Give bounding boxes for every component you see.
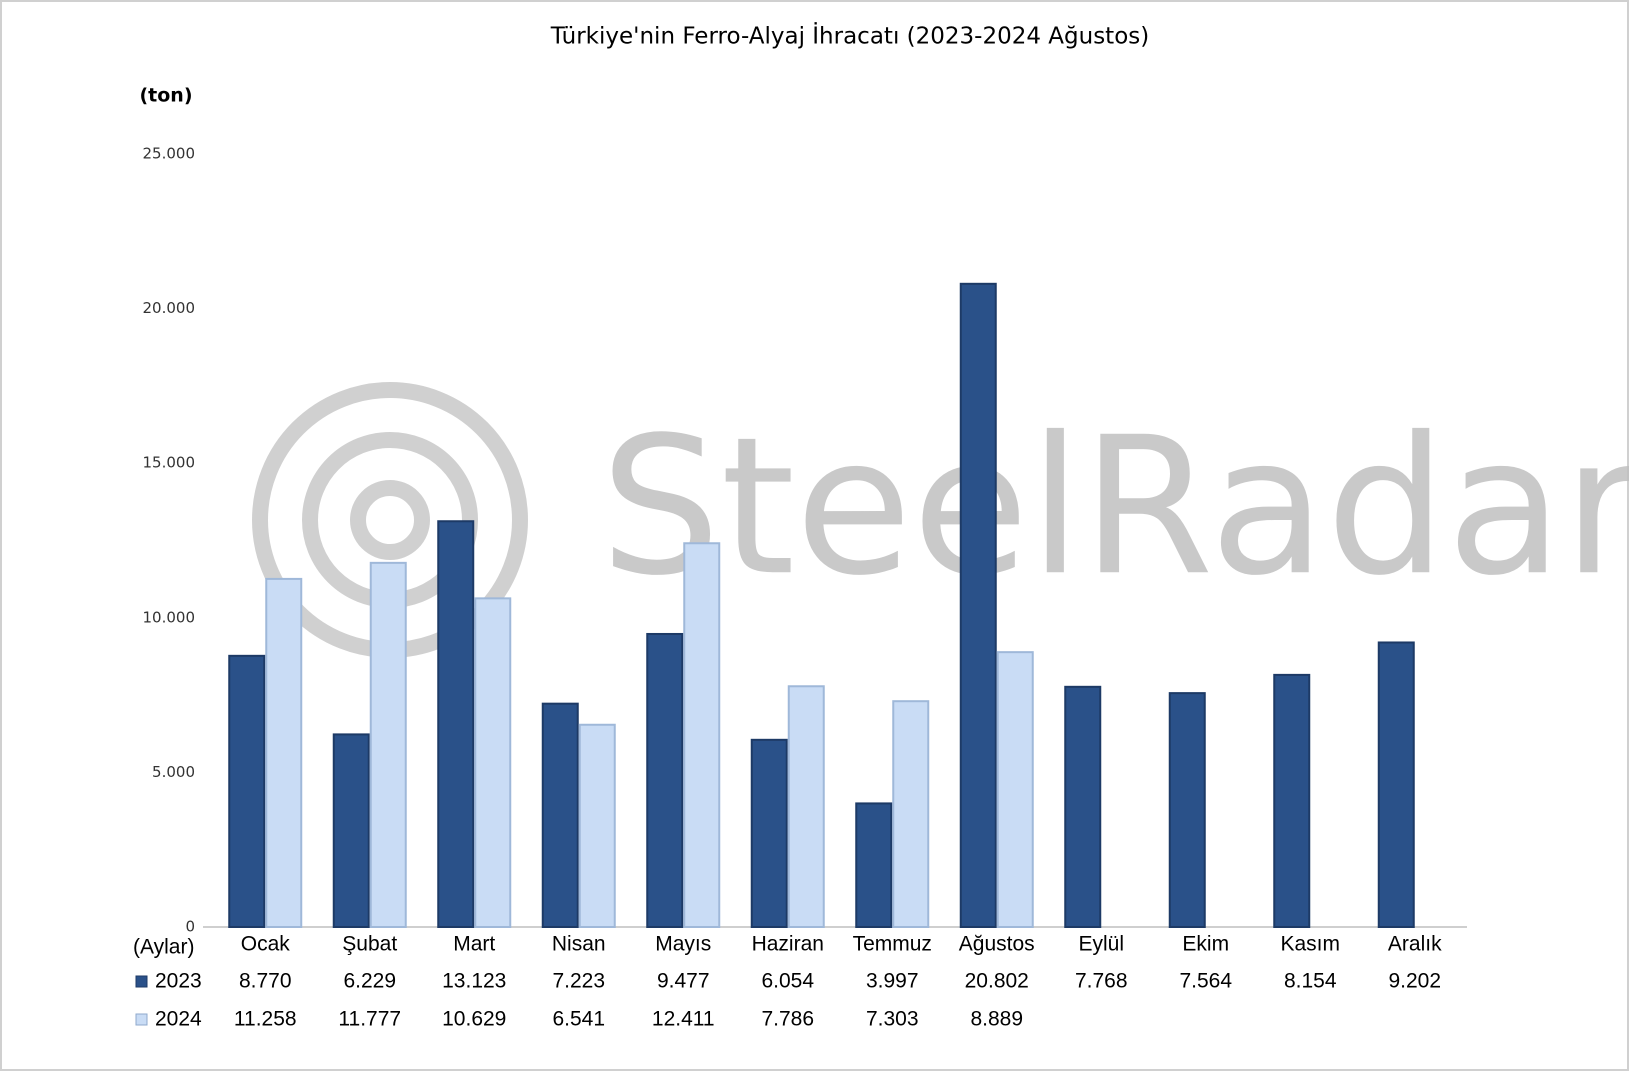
table-value: 3.997 [866, 970, 919, 993]
bar [265, 577, 303, 928]
y-tick-label: 5.000 [152, 763, 195, 781]
table-value: 20.802 [965, 970, 1029, 993]
y-tick-label: 10.000 [143, 608, 196, 626]
bar [228, 654, 266, 928]
x-tick-label: Ocak [241, 933, 291, 956]
x-tick-label: Haziran [752, 933, 824, 956]
bar [996, 651, 1034, 928]
x-tick-label: Eylül [1078, 933, 1124, 956]
x-tick-label: Mayıs [655, 933, 711, 956]
table-value: 9.202 [1388, 970, 1441, 993]
bar [578, 723, 616, 928]
table-value: 11.258 [234, 1008, 297, 1031]
bar [474, 597, 512, 928]
table-value: 6.229 [343, 970, 396, 993]
table-value: 7.768 [1075, 970, 1128, 993]
table-value: 7.564 [1179, 970, 1232, 993]
x-tick-label: Nisan [552, 933, 606, 956]
bar [855, 802, 893, 929]
x-tick-label: Mart [453, 933, 495, 956]
table-value: 8.154 [1284, 970, 1337, 993]
bar [437, 520, 475, 928]
legend-swatch [135, 1013, 148, 1026]
bar [541, 702, 579, 929]
table-value: 7.223 [552, 970, 605, 993]
bar [750, 738, 788, 928]
bar [1273, 673, 1311, 928]
x-axis-label: (Aylar) [133, 936, 194, 959]
y-tick-label: 15.000 [143, 454, 196, 472]
watermark: SteelRadar [600, 396, 1629, 617]
y-tick-label: 20.000 [143, 299, 196, 317]
x-tick-label: Şubat [342, 933, 397, 956]
table-value: 13.123 [442, 970, 506, 993]
bar [369, 561, 407, 928]
table-value: 11.777 [338, 1008, 401, 1031]
x-tick-label: Kasım [1280, 933, 1340, 956]
x-tick-label: Ağustos [959, 933, 1035, 956]
bar [959, 282, 997, 928]
y-tick-label: 0 [185, 918, 195, 936]
x-tick-label: Temmuz [853, 933, 932, 956]
y-tick-label: 25.000 [143, 145, 196, 163]
legend-label: 2024 [155, 1008, 202, 1031]
legend-swatch [135, 975, 148, 988]
bar [787, 685, 825, 929]
bar [1064, 685, 1102, 928]
table-value: 8.889 [970, 1008, 1023, 1031]
table-value: 10.629 [442, 1008, 506, 1031]
bar [332, 733, 370, 928]
table-value: 7.303 [866, 1008, 919, 1031]
x-tick-label: Aralık [1388, 933, 1442, 956]
table-value: 6.054 [761, 970, 814, 993]
bar [1377, 641, 1415, 929]
chart-title: Türkiye'nin Ferro-Alyaj İhracatı (2023-2… [550, 22, 1149, 50]
bar [646, 632, 684, 928]
x-tick-label: Ekim [1182, 933, 1229, 956]
table-value: 8.770 [239, 970, 292, 993]
legend-label: 2023 [155, 970, 202, 993]
table-value: 12.411 [652, 1008, 715, 1031]
bar [683, 542, 721, 928]
bar [892, 700, 930, 928]
table-value: 9.477 [657, 970, 710, 993]
y-axis-label: (ton) [139, 85, 192, 107]
table-value: 6.541 [552, 1008, 605, 1031]
bar [1168, 692, 1206, 928]
table-value: 7.786 [761, 1008, 814, 1031]
